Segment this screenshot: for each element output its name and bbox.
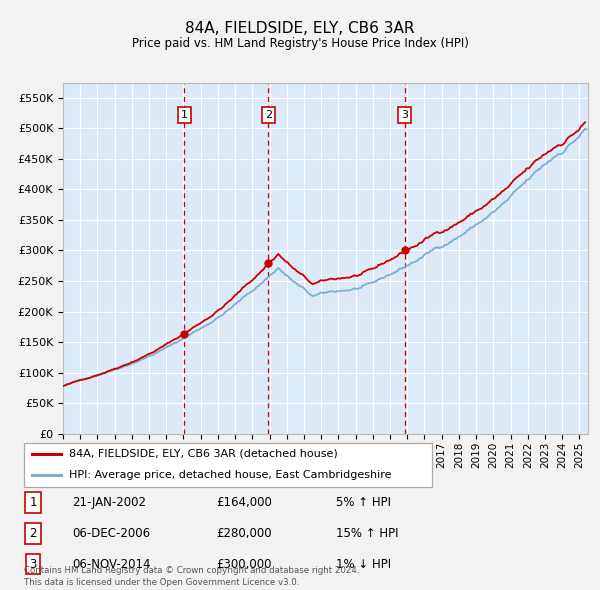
Text: 06-DEC-2006: 06-DEC-2006 xyxy=(72,527,150,540)
Text: 15% ↑ HPI: 15% ↑ HPI xyxy=(336,527,398,540)
Text: £164,000: £164,000 xyxy=(216,496,272,509)
Text: 1% ↓ HPI: 1% ↓ HPI xyxy=(336,558,391,571)
Text: 5% ↑ HPI: 5% ↑ HPI xyxy=(336,496,391,509)
Text: 84A, FIELDSIDE, ELY, CB6 3AR (detached house): 84A, FIELDSIDE, ELY, CB6 3AR (detached h… xyxy=(69,448,338,458)
Text: 3: 3 xyxy=(29,558,37,571)
Text: 3: 3 xyxy=(401,110,408,120)
FancyBboxPatch shape xyxy=(24,442,432,487)
Text: 06-NOV-2014: 06-NOV-2014 xyxy=(72,558,151,571)
Text: Price paid vs. HM Land Registry's House Price Index (HPI): Price paid vs. HM Land Registry's House … xyxy=(131,37,469,50)
Text: HPI: Average price, detached house, East Cambridgeshire: HPI: Average price, detached house, East… xyxy=(69,470,391,480)
Text: 1: 1 xyxy=(29,496,37,509)
Text: 2: 2 xyxy=(265,110,272,120)
Text: £300,000: £300,000 xyxy=(216,558,271,571)
Text: 21-JAN-2002: 21-JAN-2002 xyxy=(72,496,146,509)
Text: £280,000: £280,000 xyxy=(216,527,272,540)
Text: 84A, FIELDSIDE, ELY, CB6 3AR: 84A, FIELDSIDE, ELY, CB6 3AR xyxy=(185,21,415,35)
Text: 1: 1 xyxy=(181,110,188,120)
Text: Contains HM Land Registry data © Crown copyright and database right 2024.
This d: Contains HM Land Registry data © Crown c… xyxy=(24,566,359,587)
Text: 2: 2 xyxy=(29,527,37,540)
